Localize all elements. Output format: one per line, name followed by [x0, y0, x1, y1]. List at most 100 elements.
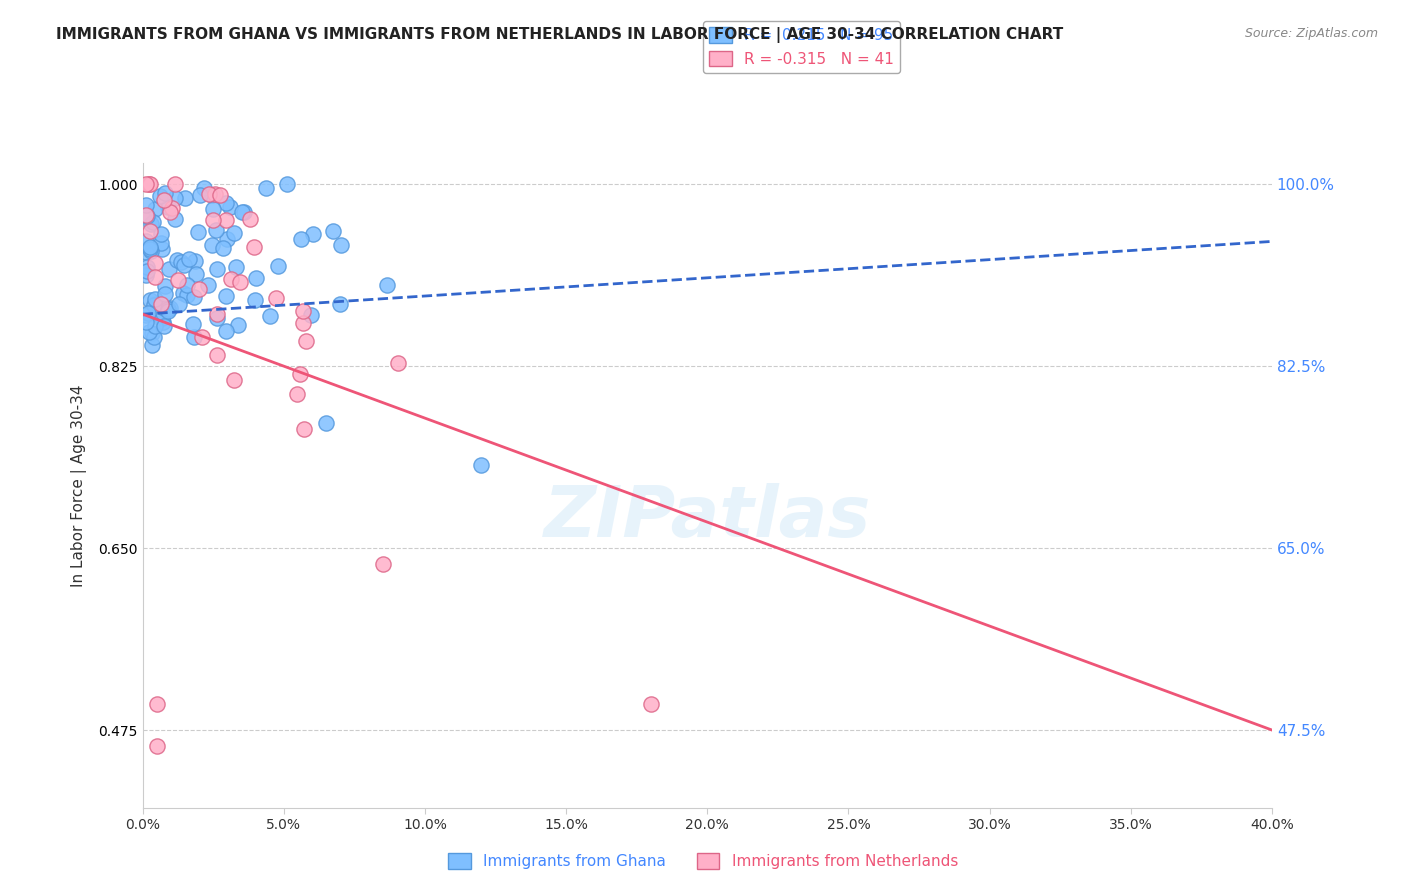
Immigrants from Ghana [135, 315, 157, 329]
Immigrants from Ghana [156, 302, 179, 317]
Immigrants from Ghana [183, 329, 205, 343]
Immigrants from Ghana [135, 244, 157, 259]
Immigrants from Ghana [152, 305, 174, 319]
Immigrants from Netherlands [292, 422, 315, 436]
Immigrants from Ghana [183, 254, 205, 268]
Immigrants from Netherlands [205, 307, 228, 321]
Immigrants from Ghana [215, 324, 238, 338]
Immigrants from Netherlands [135, 178, 157, 192]
Immigrants from Ghana [142, 215, 165, 229]
Immigrants from Ghana [173, 191, 195, 205]
Immigrants from Ghana [176, 277, 198, 292]
Immigrants from Ghana [136, 260, 159, 274]
Text: IMMIGRANTS FROM GHANA VS IMMIGRANTS FROM NETHERLANDS IN LABOR FORCE | AGE 30-34 : IMMIGRANTS FROM GHANA VS IMMIGRANTS FROM… [56, 27, 1063, 43]
Immigrants from Ghana [188, 188, 211, 202]
Immigrants from Ghana [159, 301, 181, 315]
Immigrants from Netherlands [238, 212, 260, 227]
Y-axis label: In Labor Force | Age 30-34: In Labor Force | Age 30-34 [72, 384, 87, 587]
Immigrants from Ghana [193, 181, 215, 195]
Immigrants from Ghana [187, 225, 209, 239]
Immigrants from Ghana [150, 311, 173, 326]
Immigrants from Netherlands [371, 557, 394, 571]
Immigrants from Ghana [329, 296, 352, 310]
Immigrants from Netherlands [288, 367, 311, 381]
Immigrants from Netherlands [135, 209, 157, 223]
Immigrants from Ghana [301, 227, 323, 241]
Immigrants from Ghana [136, 306, 159, 320]
Immigrants from Netherlands [187, 282, 209, 296]
Immigrants from Netherlands [159, 205, 181, 219]
Immigrants from Ghana [205, 223, 228, 237]
Immigrants from Ghana [267, 259, 290, 273]
Immigrants from Netherlands [470, 822, 492, 836]
Immigrants from Ghana [299, 308, 322, 322]
Immigrants from Ghana [225, 260, 247, 274]
Immigrants from Ghana [157, 200, 180, 214]
Immigrants from Ghana [150, 242, 173, 256]
Immigrants from Ghana [139, 240, 162, 254]
Immigrants from Ghana [377, 278, 399, 293]
Immigrants from Ghana [176, 288, 198, 302]
Immigrants from Netherlands [143, 256, 166, 270]
Immigrants from Ghana [153, 186, 176, 200]
Immigrants from Ghana [170, 255, 193, 269]
Immigrants from Ghana [143, 319, 166, 334]
Immigrants from Netherlands [143, 270, 166, 285]
Immigrants from Ghana [156, 303, 179, 318]
Immigrants from Netherlands [165, 178, 187, 192]
Immigrants from Ghana [202, 202, 225, 216]
Immigrants from Ghana [315, 417, 337, 431]
Immigrants from Netherlands [146, 697, 169, 711]
Immigrants from Ghana [153, 301, 176, 315]
Immigrants from Ghana [470, 458, 492, 472]
Immigrants from Ghana [143, 202, 166, 216]
Immigrants from Ghana [243, 293, 266, 308]
Immigrants from Ghana [141, 218, 163, 232]
Immigrants from Ghana [155, 279, 177, 293]
Immigrants from Netherlands [837, 822, 859, 836]
Immigrants from Ghana [135, 268, 157, 282]
Immigrants from Netherlands [208, 188, 231, 202]
Immigrants from Netherlands [228, 275, 250, 289]
Immigrants from Ghana [166, 253, 188, 268]
Immigrants from Ghana [167, 296, 190, 310]
Immigrants from Netherlands [387, 356, 409, 370]
Immigrants from Ghana [276, 178, 298, 192]
Immigrants from Netherlands [205, 348, 228, 362]
Immigrants from Ghana [179, 252, 201, 266]
Immigrants from Ghana [152, 315, 174, 329]
Immigrants from Ghana [143, 298, 166, 312]
Immigrants from Netherlands [197, 187, 219, 202]
Immigrants from Ghana [152, 318, 174, 333]
Immigrants from Ghana [329, 238, 352, 252]
Immigrants from Ghana [173, 258, 195, 272]
Immigrants from Netherlands [153, 193, 176, 207]
Immigrants from Netherlands [640, 697, 662, 711]
Immigrants from Netherlands [204, 186, 226, 201]
Immigrants from Ghana [141, 337, 163, 351]
Immigrants from Ghana [232, 205, 254, 219]
Immigrants from Ghana [212, 241, 235, 255]
Immigrants from Ghana [153, 286, 176, 301]
Immigrants from Ghana [224, 226, 246, 240]
Immigrants from Ghana [205, 262, 228, 277]
Immigrants from Ghana [135, 210, 157, 224]
Immigrants from Ghana [226, 318, 249, 332]
Immigrants from Ghana [163, 211, 186, 226]
Immigrants from Netherlands [138, 178, 160, 192]
Legend: R =  0.215   N = 95, R = -0.315   N = 41: R = 0.215 N = 95, R = -0.315 N = 41 [703, 21, 900, 73]
Immigrants from Ghana [135, 309, 157, 323]
Immigrants from Netherlands [294, 334, 316, 348]
Immigrants from Ghana [215, 196, 238, 211]
Immigrants from Netherlands [285, 387, 308, 401]
Immigrants from Netherlands [292, 303, 315, 318]
Immigrants from Ghana [136, 264, 159, 278]
Immigrants from Ghana [184, 267, 207, 281]
Immigrants from Ghana [215, 231, 238, 245]
Immigrants from Netherlands [292, 317, 315, 331]
Immigrants from Ghana [143, 292, 166, 306]
Immigrants from Ghana [197, 278, 219, 293]
Text: ZIPatlas: ZIPatlas [544, 483, 870, 552]
Immigrants from Ghana [135, 197, 157, 211]
Immigrants from Netherlands [191, 330, 214, 344]
